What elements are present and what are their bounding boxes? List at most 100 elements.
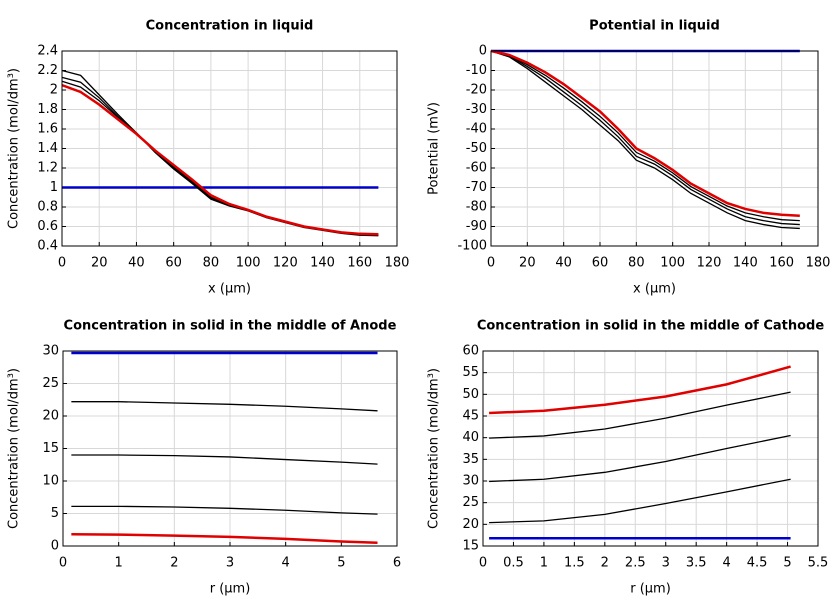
data-line: [489, 365, 791, 415]
x-tick-label: 5: [337, 556, 345, 571]
x-tick-label: 40: [128, 256, 145, 271]
y-tick-label: 2.2: [37, 63, 58, 78]
x-tick-label: 1.5: [564, 556, 585, 571]
x-tick-label: 2: [601, 556, 609, 571]
y-tick-label: -20: [466, 83, 487, 98]
data-line: [490, 50, 800, 230]
y-tick-label: 60: [462, 344, 479, 359]
y-tick-label: 10: [42, 474, 59, 489]
data-line: [71, 505, 378, 515]
plot-frame: [482, 350, 819, 547]
x-tick-label: 160: [769, 256, 794, 271]
x-tick-label: 0.5: [503, 556, 524, 571]
x-tick-label: 40: [555, 256, 572, 271]
x-tick-label: 140: [310, 256, 335, 271]
y-tick-label: 20: [462, 517, 479, 532]
y-tick-label: 1: [50, 180, 58, 195]
x-axis-label: x (µm): [208, 282, 251, 297]
y-tick-label: 35: [462, 452, 479, 467]
plot-area: [483, 351, 818, 546]
x-tick-label: 100: [236, 256, 261, 271]
x-tick-label: 160: [347, 256, 372, 271]
x-tick-label: 80: [628, 256, 645, 271]
x-tick-label: 80: [203, 256, 220, 271]
y-tick-label: 0.8: [37, 200, 58, 215]
y-axis-label: Concentration (mol/dm³): [427, 368, 442, 529]
y-tick-label: 2.4: [37, 44, 58, 59]
x-tick-label: 2: [170, 556, 178, 571]
x-tick-label: 1: [540, 556, 548, 571]
x-tick-label: 180: [806, 256, 831, 271]
x-axis-label: r (µm): [210, 582, 251, 597]
y-tick-label: 1.8: [37, 102, 58, 117]
chart-panel: 0 1 2 3 4 5 6 0 5 10 15 20 25 30 Concentration in soli…: [7, 319, 402, 597]
chart-title: Potential in liquid: [589, 19, 720, 34]
y-tick-label: -10: [466, 63, 487, 78]
y-tick-label: 25: [42, 376, 59, 391]
y-axis-label: Concentration (mol/dm³): [7, 68, 22, 229]
data-line: [71, 533, 378, 544]
y-tick-label: 1.6: [37, 122, 58, 137]
x-tick-label: 180: [385, 256, 410, 271]
y-tick-label: -60: [466, 161, 487, 176]
y-axis-label: Potential (mV): [427, 102, 442, 195]
x-tick-label: 120: [273, 256, 298, 271]
x-tick-label: 6: [393, 556, 401, 571]
y-tick-label: 1.2: [37, 161, 58, 176]
chart-title: Concentration in solid in the middle of …: [477, 319, 825, 334]
y-tick-label: 0.4: [37, 239, 58, 254]
y-tick-label: 5: [51, 506, 59, 521]
chart-panel: 0 20 40 60 80 100 120 140 160 180 0.4 0.6 0.8 1 1.2 1.4…: [7, 19, 410, 297]
x-axis-label: r (µm): [630, 582, 671, 597]
y-tick-label: 1.4: [37, 141, 58, 156]
x-tick-label: 100: [660, 256, 685, 271]
y-tick-label: -70: [466, 180, 487, 195]
y-tick-label: 40: [462, 430, 479, 445]
x-tick-label: 60: [165, 256, 182, 271]
chart-panel: 0 20 40 60 80 100 120 140 160 180-100-90-80-70-60…: [427, 19, 831, 297]
data-line: [61, 83, 379, 236]
y-tick-label: 30: [462, 474, 479, 489]
plot-frame: [490, 50, 819, 247]
x-tick-label: 3: [662, 556, 670, 571]
y-tick-label: 2: [50, 83, 58, 98]
y-tick-label: 30: [42, 344, 59, 359]
x-tick-label: 3: [226, 556, 234, 571]
x-axis-label: x (µm): [633, 282, 676, 297]
data-line: [71, 401, 378, 412]
y-tick-label: -50: [466, 141, 487, 156]
x-tick-label: 20: [519, 256, 536, 271]
x-tick-label: 5.5: [808, 556, 829, 571]
y-tick-label: -100: [457, 239, 487, 254]
x-tick-label: 5: [783, 556, 791, 571]
chart-title: Concentration in liquid: [146, 19, 314, 34]
y-tick-label: 15: [462, 539, 479, 554]
y-axis-label: Concentration (mol/dm³): [7, 368, 22, 529]
data-line: [489, 478, 791, 524]
x-tick-label: 0: [479, 556, 487, 571]
y-tick-label: -40: [466, 122, 487, 137]
x-tick-label: 0: [58, 256, 66, 271]
y-tick-label: 0: [51, 539, 59, 554]
chart-panel: 0 0.5 1 1.5 2 2.5 3 3.5 4 4.5 5 5.5 15 20 25 30 35 40 45 50…: [427, 319, 829, 597]
x-tick-label: 4: [282, 556, 290, 571]
data-line: [490, 50, 800, 222]
y-tick-label: -90: [466, 219, 487, 234]
y-tick-label: 45: [462, 409, 479, 424]
x-tick-label: 0: [487, 256, 495, 271]
chart-title: Concentration in solid in the middle of …: [64, 319, 397, 334]
data-line: [489, 434, 791, 483]
x-tick-label: 1: [115, 556, 123, 571]
y-tick-label: 15: [42, 441, 59, 456]
x-tick-label: 60: [592, 256, 609, 271]
x-tick-label: 20: [91, 256, 108, 271]
y-tick-label: -30: [466, 102, 487, 117]
data-line: [490, 49, 800, 218]
y-tick-label: 0.6: [37, 219, 58, 234]
x-tick-label: 4.5: [747, 556, 768, 571]
x-tick-label: 0: [59, 556, 67, 571]
x-tick-label: 3.5: [686, 556, 707, 571]
x-tick-label: 120: [697, 256, 722, 271]
y-tick-label: 20: [42, 409, 59, 424]
